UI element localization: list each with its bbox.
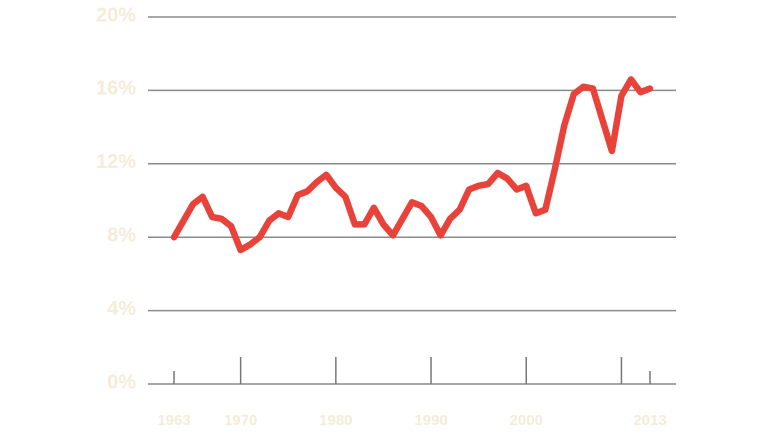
y-tick-label: 4%	[107, 298, 136, 320]
x-tick-label: 2013	[633, 412, 666, 429]
data-line	[170, 76, 654, 254]
x-tick-label: 1990	[414, 412, 447, 429]
y-tick-label: 8%	[107, 224, 136, 246]
y-tick-label: 0%	[107, 371, 136, 393]
y-tick-label: 20%	[96, 4, 136, 26]
y-tick-label: 16%	[96, 78, 136, 100]
y-tick-label: 12%	[96, 151, 136, 173]
x-tick-label: 1963	[157, 412, 190, 429]
x-tick-label: 1970	[224, 412, 257, 429]
x-tick-label: 1980	[319, 412, 352, 429]
x-tick-label: 2000	[510, 412, 543, 429]
